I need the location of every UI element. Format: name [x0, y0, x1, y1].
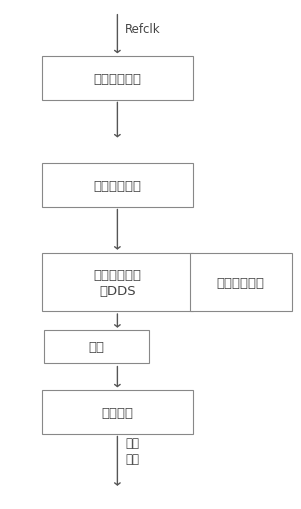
- FancyBboxPatch shape: [42, 253, 193, 312]
- Text: 波形
输出: 波形 输出: [125, 436, 139, 465]
- Text: 超宽带波形产
生DDS: 超宽带波形产 生DDS: [93, 268, 141, 297]
- FancyBboxPatch shape: [190, 253, 292, 312]
- Text: 外部时钟输入: 外部时钟输入: [93, 72, 141, 86]
- Text: 波形参数控制: 波形参数控制: [217, 276, 265, 289]
- Text: Refclk: Refclk: [125, 23, 160, 36]
- FancyBboxPatch shape: [42, 57, 193, 100]
- FancyBboxPatch shape: [44, 331, 149, 363]
- Text: 系统时钟产生: 系统时钟产生: [93, 179, 141, 192]
- Text: 混频滤波: 混频滤波: [101, 406, 133, 419]
- FancyBboxPatch shape: [42, 164, 193, 208]
- FancyBboxPatch shape: [42, 391, 193, 434]
- Text: 滤波: 滤波: [88, 341, 104, 354]
